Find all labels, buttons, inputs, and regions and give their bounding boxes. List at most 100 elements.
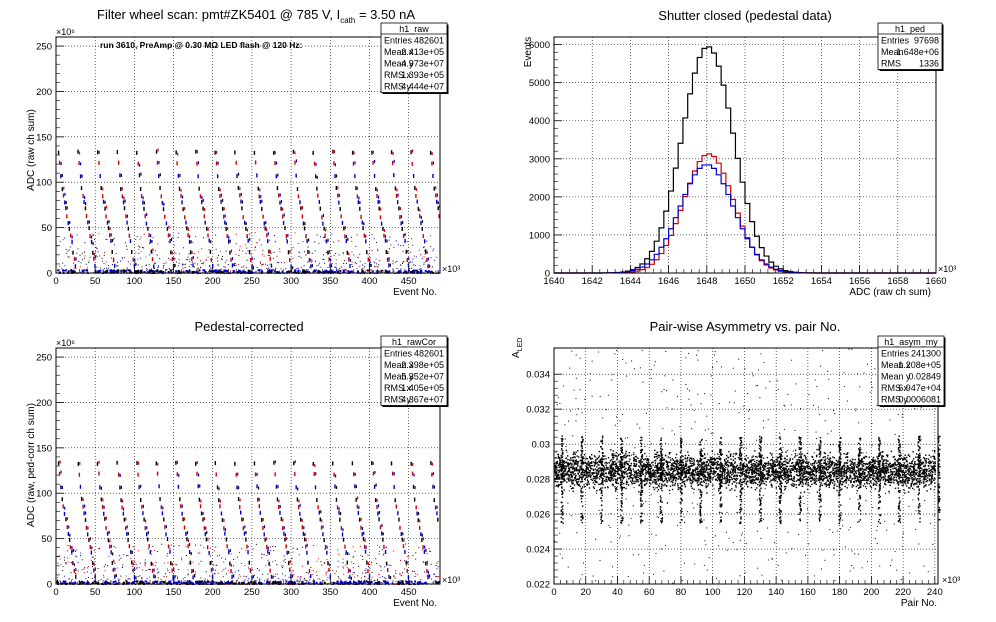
data-point: [268, 269, 271, 272]
data-point: [881, 467, 883, 470]
data-point: [886, 455, 889, 458]
data-point: [279, 251, 281, 253]
data-point: [207, 580, 210, 583]
data-point: [361, 572, 363, 574]
data-point: [309, 266, 311, 268]
stats-label: Entries: [881, 36, 910, 46]
data-point: [242, 581, 245, 584]
data-point: [282, 526, 284, 531]
data-point: [424, 239, 426, 244]
data-point: [272, 575, 274, 579]
data-point: [709, 468, 711, 470]
x-tick-label: 1660: [925, 276, 946, 287]
data-point: [238, 574, 240, 576]
data-point: [385, 547, 387, 549]
data-point: [169, 239, 171, 244]
data-point: [431, 161, 433, 166]
data-point: [162, 267, 164, 269]
data-point: [253, 258, 255, 260]
data-point: [645, 482, 648, 484]
data-point: [748, 477, 750, 479]
data-point: [121, 187, 123, 191]
data-point: [352, 557, 354, 559]
panel-raw-frame: [55, 36, 441, 274]
data-point: [71, 243, 73, 245]
data-point: [362, 226, 364, 231]
data-point: [92, 234, 94, 236]
data-point: [388, 239, 390, 241]
data-point: [297, 267, 299, 269]
data-point: [781, 465, 784, 467]
data-point: [269, 565, 271, 567]
data-point: [603, 458, 605, 460]
data-point: [894, 467, 896, 470]
data-point: [932, 471, 934, 473]
data-point: [741, 474, 744, 476]
data-point: [625, 467, 627, 470]
data-point: [333, 254, 335, 256]
data-point: [391, 582, 393, 584]
data-point: [187, 544, 189, 549]
data-point: [126, 214, 129, 218]
data-point: [62, 580, 65, 583]
data-point: [172, 577, 174, 579]
data-point: [292, 266, 294, 270]
data-point: [326, 571, 328, 573]
data-point: [351, 266, 353, 268]
data-point: [408, 556, 410, 558]
data-point: [332, 581, 335, 584]
data-point: [256, 472, 258, 476]
data-point: [94, 580, 97, 583]
data-point: [247, 269, 250, 272]
data-point: [345, 262, 347, 264]
data-point: [203, 214, 206, 219]
data-point: [794, 470, 796, 473]
data-point: [270, 252, 272, 254]
data-point: [377, 199, 379, 204]
data-point: [279, 200, 281, 205]
data-point: [908, 465, 910, 468]
data-point: [146, 580, 148, 582]
data-point: [168, 581, 171, 584]
data-point: [284, 533, 287, 537]
data-point: [415, 558, 417, 560]
data-point: [402, 271, 404, 273]
data-point: [112, 567, 115, 572]
data-point: [276, 186, 279, 191]
data-point: [420, 532, 422, 537]
data-point: [413, 473, 415, 477]
data-point: [166, 226, 169, 231]
data-point: [402, 532, 404, 536]
data-point: [161, 543, 163, 545]
data-point: [656, 483, 658, 485]
data-point: [160, 194, 163, 199]
data-point: [146, 269, 148, 271]
data-point: [302, 531, 305, 536]
data-point: [386, 252, 388, 254]
data-point: [197, 161, 200, 165]
data-point: [635, 478, 638, 481]
data-point: [346, 560, 349, 565]
data-point: [892, 478, 894, 480]
data-point: [766, 456, 768, 459]
data-point: [389, 236, 391, 238]
data-point: [382, 554, 384, 556]
data-point: [120, 269, 122, 271]
data-point: [163, 576, 165, 578]
data-point: [131, 560, 133, 565]
data-point: [888, 464, 890, 467]
data-point: [163, 562, 165, 564]
data-point: [137, 575, 139, 577]
data-point: [263, 532, 265, 537]
data-point: [217, 187, 220, 192]
data-point: [646, 471, 648, 473]
data-point: [95, 255, 97, 257]
data-point: [594, 468, 597, 470]
data-point: [310, 264, 312, 269]
data-point: [244, 244, 246, 246]
data-point: [135, 576, 137, 578]
data-point: [421, 538, 423, 543]
data-point: [340, 266, 342, 268]
data-point: [185, 270, 188, 273]
data-point: [231, 572, 233, 574]
